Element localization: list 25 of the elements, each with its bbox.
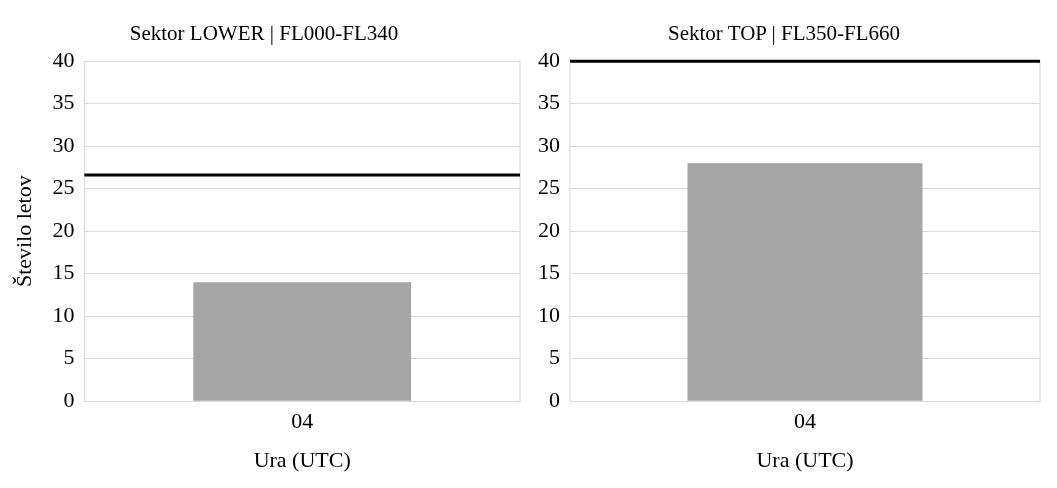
y-tick-label: 25 [538,174,560,200]
x-axis-title: Ura (UTC) [756,446,854,472]
y-tick-label: 10 [52,301,75,327]
y-tick-label: 10 [538,301,560,327]
y-tick-label: 15 [538,259,560,285]
y-tick-label: 35 [538,89,560,115]
y-tick-label: 20 [52,216,75,242]
y-tick-label: 30 [52,131,75,157]
x-tick-label: 04 [291,408,314,434]
chart-title: Sektor LOWER | FL000-FL340 [129,21,399,46]
y-tick-label: 15 [52,259,75,285]
y-tick-label: 35 [52,89,75,115]
y-tick-label: 25 [52,174,75,200]
y-tick-label: 5 [549,344,560,370]
y-tick-label: 20 [538,216,560,242]
y-tick-label: 30 [538,131,560,157]
y-tick-label: 5 [63,344,75,370]
y-tick-label: 40 [538,46,560,72]
chart-title: Sektor TOP | FL350-FL660 [668,21,900,46]
y-tick-label: 0 [549,386,560,412]
y-axis-title: Število letov [10,175,36,288]
x-tick-label: 04 [794,408,816,434]
y-tick-label: 40 [52,46,75,72]
x-axis-title: Ura (UTC) [253,446,351,472]
y-tick-label: 0 [63,386,75,412]
